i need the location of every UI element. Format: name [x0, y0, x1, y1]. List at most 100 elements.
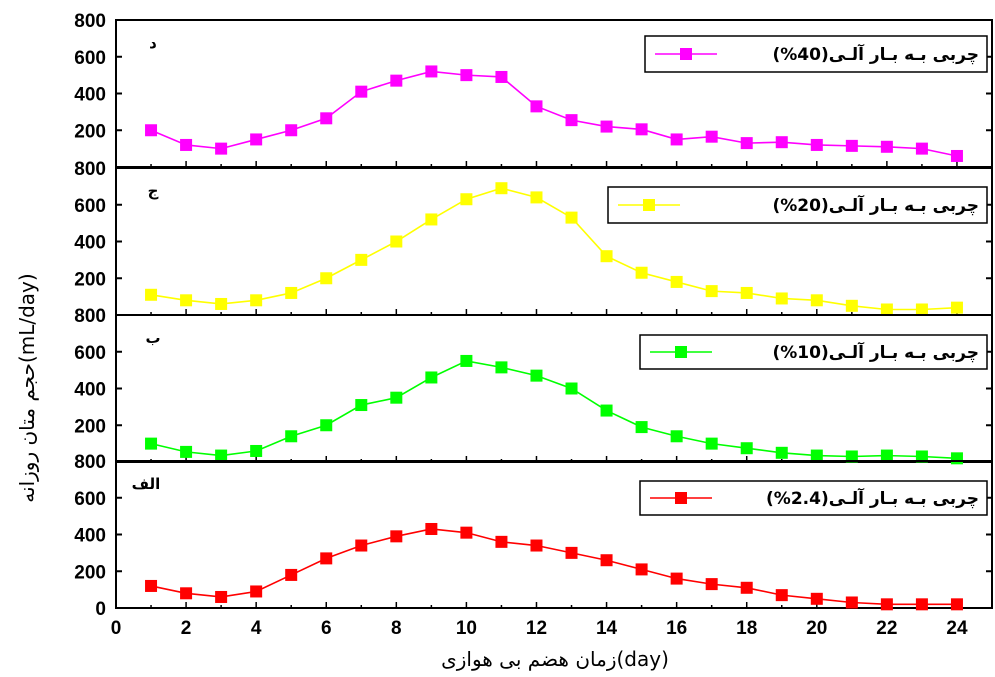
panel-letter: د: [149, 34, 157, 52]
data-point: [180, 587, 193, 600]
data-point: [635, 563, 648, 576]
data-point: [915, 142, 928, 155]
y-tick-label: 400: [74, 526, 106, 547]
data-point: [250, 294, 263, 307]
series-line: [150, 360, 958, 460]
data-point: [845, 450, 858, 463]
legend-label: چربی بـه بـار آلـی(40%): [772, 43, 979, 65]
x-axis-ticks: 0 2 4 6 8 10 12 14 16 18 20 22 24: [111, 618, 968, 639]
data-point: [740, 137, 753, 150]
data-point: [460, 354, 473, 367]
data-point: [215, 590, 228, 603]
y-tick-label: 600: [74, 48, 106, 69]
data-point: [355, 253, 368, 266]
data-point: [390, 530, 403, 543]
panels: 200 400 600 800 د چربی بـه بـار آلـی(40%) 200 4…: [74, 11, 993, 620]
legend: چربی بـه بـار آلـی(10%): [639, 334, 988, 370]
data-point: [670, 275, 683, 288]
x-tick-label: 2: [181, 618, 192, 639]
data-point: [320, 552, 333, 565]
data-point: [880, 598, 893, 611]
data-point: [530, 100, 543, 113]
data-point: [250, 585, 263, 598]
data-point: [495, 182, 508, 195]
x-tick-label: 18: [736, 618, 757, 639]
y-tick-label: 400: [74, 233, 106, 254]
data-point: [950, 598, 963, 611]
y-tick-label: 600: [74, 196, 106, 217]
x-tick-label: 4: [251, 618, 262, 639]
legend-marker: [643, 199, 655, 211]
data-point: [180, 138, 193, 151]
data-point: [845, 596, 858, 609]
x-tick-label: 24: [946, 618, 968, 639]
x-tick-label: 22: [876, 618, 897, 639]
data-point: [950, 452, 963, 465]
data-point: [950, 149, 963, 162]
data-point: [600, 554, 613, 567]
data-point: [565, 211, 578, 224]
data-point: [145, 124, 158, 137]
y-tick-label: 800: [74, 306, 106, 327]
y-tick-label: 200: [74, 416, 106, 437]
data-point: [810, 449, 823, 462]
data-point: [425, 522, 438, 535]
data-point: [810, 138, 823, 151]
panel-letter: ج: [148, 182, 159, 200]
data-point: [810, 294, 823, 307]
data-point: [670, 572, 683, 585]
y-tick-label: 600: [74, 489, 106, 510]
legend-label: چربی بـه بـار آلـی(2.4%): [766, 487, 979, 509]
data-point: [740, 286, 753, 299]
data-point: [320, 272, 333, 285]
series-line: [150, 70, 958, 157]
data-point: [250, 444, 263, 457]
data-point: [705, 285, 718, 298]
legend: چربی بـه بـار آلـی(20%): [607, 186, 988, 224]
data-point: [145, 437, 158, 450]
data-point: [915, 598, 928, 611]
legend-marker: [680, 48, 692, 60]
panel-2: 200 400 600 800 ج چربی بـه بـار آلـی(20%): [74, 159, 993, 316]
data-point: [425, 371, 438, 384]
data-point: [390, 74, 403, 87]
panel-letter: ب: [145, 329, 160, 347]
data-point: [285, 568, 298, 581]
x-tick-label: 8: [391, 618, 402, 639]
series-line: [150, 528, 957, 606]
data-point: [215, 297, 228, 310]
x-tick-label: 14: [596, 618, 618, 639]
data-point: [810, 592, 823, 605]
y-tick-label: 400: [74, 85, 106, 106]
data-point: [705, 437, 718, 450]
data-point: [950, 301, 963, 314]
data-point: [740, 442, 753, 455]
data-point: [355, 539, 368, 552]
y-tick-label: 800: [74, 452, 106, 473]
x-tick-label: 20: [806, 618, 827, 639]
data-point: [565, 546, 578, 559]
y-tick-label: 800: [74, 11, 106, 32]
data-point: [635, 421, 648, 434]
data-point: [285, 430, 298, 443]
legend-marker: [675, 346, 687, 358]
data-point: [495, 70, 508, 83]
data-point: [565, 382, 578, 395]
data-point: [425, 213, 438, 226]
data-point: [320, 419, 333, 432]
data-point: [355, 85, 368, 98]
data-point: [705, 130, 718, 143]
data-point: [635, 123, 648, 136]
x-tick-label: 6: [321, 618, 332, 639]
data-point: [320, 112, 333, 125]
x-axis-title: زمان هضم بی هوازی(day): [441, 647, 669, 671]
data-point: [775, 446, 788, 459]
data-point: [460, 526, 473, 539]
panel-3: 200 400 600 800 ب چربی بـه بـار آلـی(10%): [74, 306, 993, 465]
data-point: [775, 136, 788, 149]
data-point: [775, 292, 788, 305]
data-point: [495, 361, 508, 374]
data-point: [670, 430, 683, 443]
data-point: [600, 404, 613, 417]
